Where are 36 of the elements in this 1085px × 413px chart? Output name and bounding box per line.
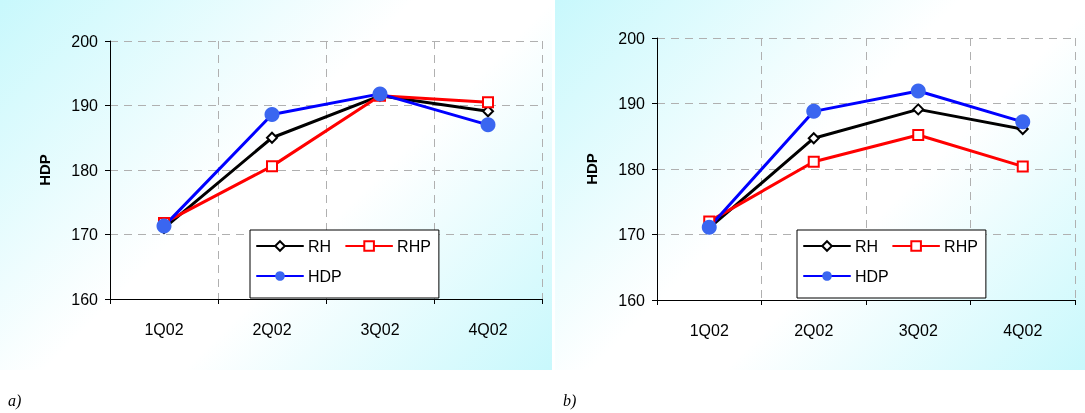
y-tick-label: 180	[618, 160, 646, 178]
point	[807, 132, 820, 145]
point	[266, 131, 278, 144]
y-axis-title: HDP	[583, 153, 600, 185]
y-tick-label: 170	[618, 226, 646, 243]
x-tick-label: 1Q02	[144, 320, 184, 338]
y-tick-label: 200	[71, 32, 99, 50]
x-tick-label: 1Q02	[689, 321, 729, 339]
y-tick-label: 160	[71, 290, 99, 308]
y-tick-label: 160	[618, 291, 646, 309]
point	[807, 155, 820, 168]
point	[266, 160, 278, 173]
text: b)	[563, 391, 577, 410]
legend-label: RHP	[944, 237, 978, 255]
legend-label: RH	[855, 237, 879, 255]
text: a)	[8, 391, 22, 410]
x-tick-label: 3Q02	[360, 320, 400, 338]
legend-label: RHP	[397, 237, 431, 255]
x-tick-label: 3Q02	[898, 321, 938, 339]
point	[912, 128, 925, 141]
x-tick-label: 4Q02	[1003, 321, 1043, 339]
legend-label: HDP	[855, 267, 889, 285]
y-tick-label: 170	[71, 226, 99, 243]
y-tick-label: 180	[71, 161, 99, 179]
y-axis-title: HDP	[36, 154, 53, 186]
x-tick-label: 4Q02	[468, 320, 508, 338]
legend-label: RH	[308, 237, 332, 255]
legend-label: HDP	[308, 267, 342, 285]
x-tick-label: 2Q02	[252, 320, 292, 338]
point	[482, 96, 494, 109]
y-tick-label: 190	[71, 97, 99, 114]
point	[1016, 160, 1029, 173]
x-tick-label: 2Q02	[794, 321, 834, 339]
y-tick-label: 190	[618, 95, 646, 112]
y-tick-label: 200	[618, 29, 646, 47]
point	[912, 103, 925, 116]
